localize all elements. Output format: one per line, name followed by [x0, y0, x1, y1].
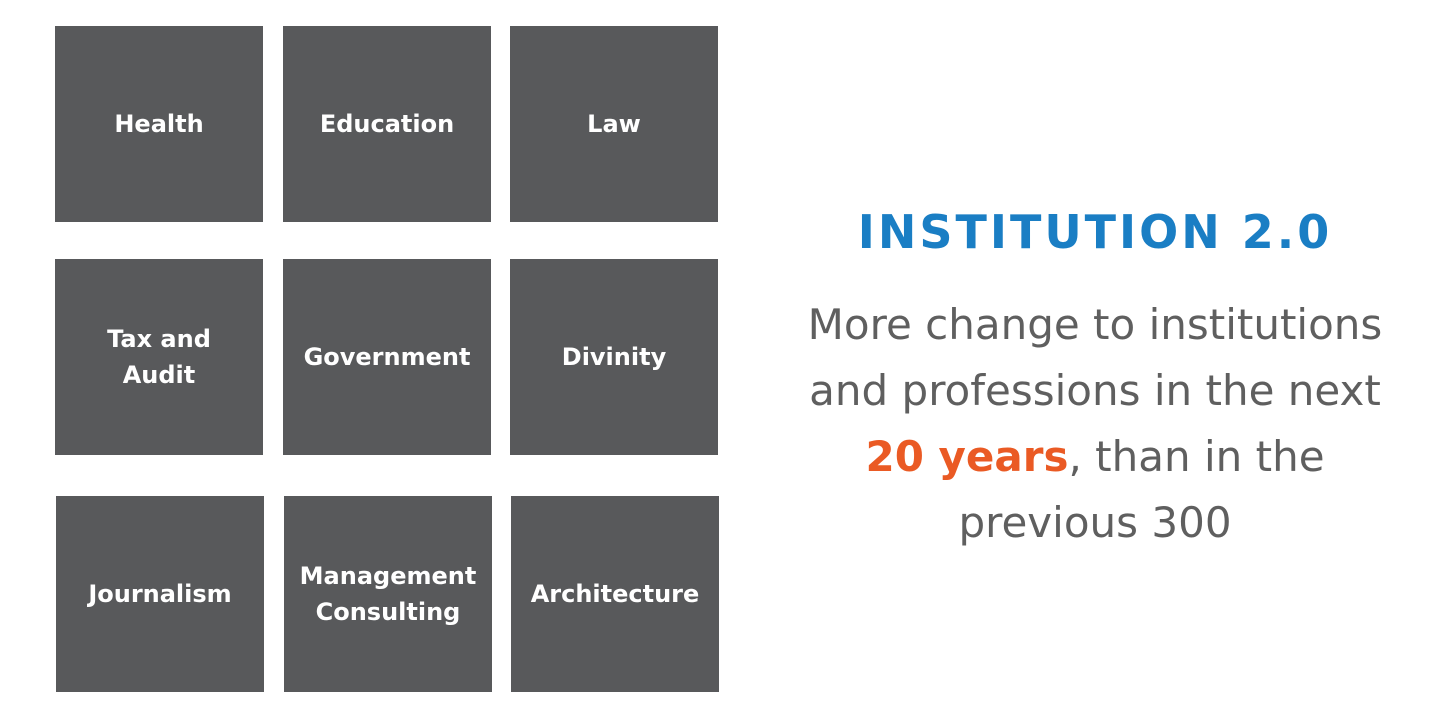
body-line-2: and professions in the next [809, 366, 1381, 415]
tile-law: Law [510, 26, 718, 222]
body-text: More change to institutions and professi… [760, 292, 1430, 556]
body-line-3: 20 years, than in the [760, 424, 1430, 490]
tile-journalism: Journalism [56, 496, 264, 692]
highlight-20-years: 20 years [865, 432, 1069, 481]
tile-divinity: Divinity [510, 259, 718, 455]
tile-health: Health [55, 26, 263, 222]
body-line-1: More change to institutions [807, 300, 1383, 349]
tile-government: Government [283, 259, 491, 455]
body-line-3-rest: , than in the [1068, 432, 1325, 481]
tile-architecture: Architecture [511, 496, 719, 692]
tile-education: Education [283, 26, 491, 222]
tile-management-consulting: Management Consulting [284, 496, 492, 692]
tile-tax-and-audit: Tax and Audit [55, 259, 263, 455]
message-panel: INSTITUTION 2.0 More change to instituti… [760, 200, 1430, 556]
body-line-4: previous 300 [958, 498, 1232, 547]
headline: INSTITUTION 2.0 [857, 205, 1333, 259]
